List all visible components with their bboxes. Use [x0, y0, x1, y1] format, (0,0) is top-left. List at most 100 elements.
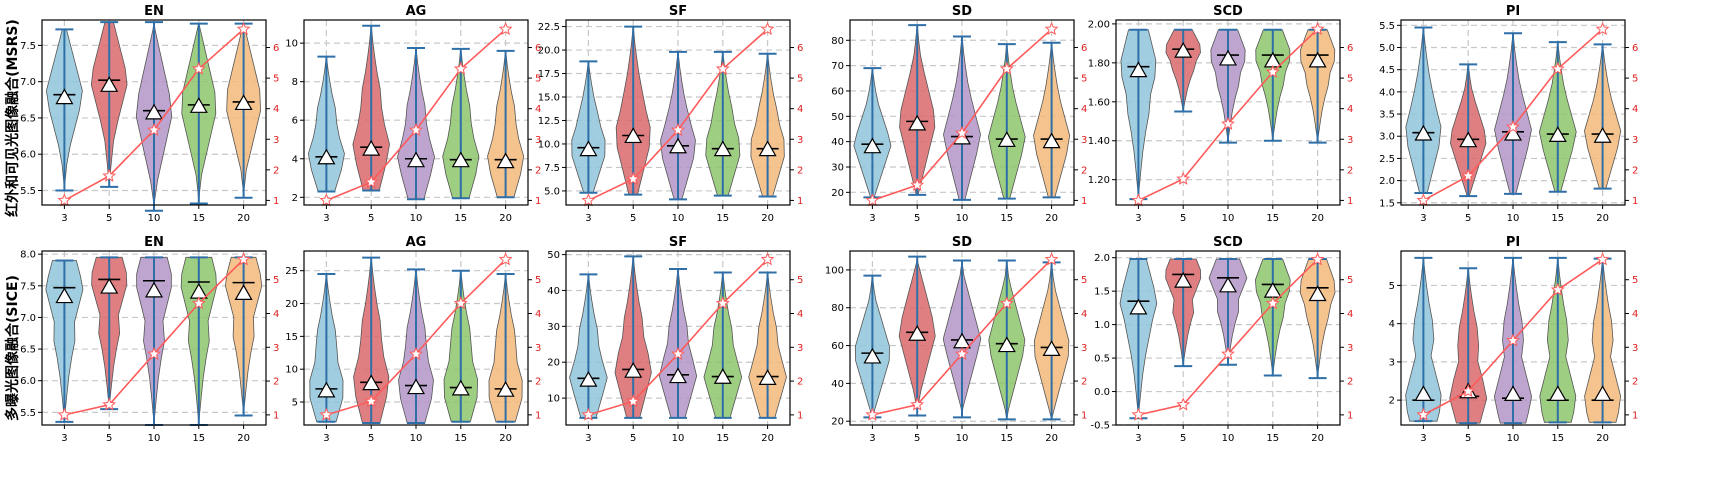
- y2-tick-label: 6: [797, 43, 803, 54]
- trend-star-marker: [671, 346, 685, 360]
- x-tick-label: 20: [1311, 213, 1324, 224]
- trend-star-marker: [409, 122, 423, 136]
- y2-tick-label: 1: [1632, 410, 1638, 421]
- y-tick-label: 1.60: [1088, 97, 1110, 108]
- y-tick-label: 40: [831, 379, 844, 390]
- panel-title: PI: [1506, 4, 1520, 19]
- y-tick-label: 1.20: [1088, 175, 1110, 186]
- trend-star-marker: [1221, 116, 1235, 130]
- trend-star-marker: [1044, 252, 1059, 266]
- y2-tick-label: 4: [535, 309, 541, 320]
- mean-marker: [758, 140, 777, 157]
- mean-marker: [189, 97, 208, 113]
- mean-marker: [1459, 131, 1478, 148]
- x-tick-label: 10: [1222, 213, 1235, 224]
- plot-frame: [1115, 19, 1341, 206]
- trend-star-marker: [453, 296, 468, 310]
- x-tick-label: 3: [1420, 433, 1426, 444]
- y2-tick-label: 1: [273, 410, 279, 421]
- y2-tick-label: 6: [535, 43, 541, 54]
- y2-tick-label: 5: [535, 74, 541, 85]
- trend-star-marker: [910, 397, 925, 411]
- trend-star-marker: [1131, 193, 1146, 207]
- y2-tick-label: 2: [1081, 377, 1087, 388]
- panel-title: AG: [406, 235, 427, 250]
- y-tick-label: 40: [831, 137, 844, 148]
- x-tick-label: 3: [1135, 213, 1141, 224]
- trend-star-marker: [1221, 346, 1235, 360]
- y-tick-label: 30: [547, 322, 560, 333]
- y-tick-label: 3.0: [1379, 132, 1395, 143]
- mean-marker: [1308, 285, 1327, 302]
- y-tick-label: 7.5: [20, 41, 36, 52]
- x-tick-label: 3: [585, 433, 591, 444]
- trend-star-marker: [1310, 21, 1325, 36]
- mean-marker: [668, 137, 688, 154]
- x-tick-label: 5: [1465, 213, 1471, 224]
- y-tick-label: 10.0: [538, 139, 560, 150]
- y2-tick-label: 5: [1081, 275, 1087, 286]
- x-tick-label: 15: [454, 433, 467, 444]
- mean-marker: [234, 94, 253, 111]
- y-tick-label: 3: [1389, 357, 1395, 368]
- y-tick-label: 12.5: [538, 116, 560, 127]
- plot-frame: [1115, 250, 1341, 426]
- x-tick-label: 20: [237, 213, 250, 224]
- trend-star-marker: [498, 252, 513, 266]
- panel-sf-row2: 10 20 30 40 50 3 5 10 15 20 1 2 3 4 5 SF: [547, 235, 803, 444]
- y-tick-label: -0.5: [1090, 421, 1110, 432]
- mean-marker: [55, 287, 74, 304]
- y2-tick-label: 3: [1347, 343, 1353, 354]
- mean-marker: [451, 151, 470, 168]
- x-tick-label: 10: [1507, 433, 1520, 444]
- y-tick-label: 5.5: [20, 408, 36, 419]
- x-tick-label: 15: [1266, 213, 1279, 224]
- y-tick-label: 5.5: [20, 186, 36, 197]
- mean-marker: [1548, 126, 1567, 142]
- y2-tick-label: 6: [1632, 43, 1638, 54]
- x-tick-label: 20: [237, 433, 250, 444]
- y-tick-label: 1.5: [1094, 287, 1110, 298]
- trend-star-marker: [581, 407, 596, 421]
- trend-star-marker: [191, 61, 206, 75]
- mean-marker: [1414, 124, 1433, 141]
- x-tick-label: 20: [1045, 213, 1058, 224]
- trend-star-marker: [102, 397, 117, 411]
- y2-tick-label: 3: [1081, 343, 1087, 354]
- y2-tick-label: 2: [1081, 165, 1087, 176]
- panel-title: EN: [144, 235, 164, 250]
- mean-marker: [863, 137, 882, 154]
- y-tick-label: 2.5: [1379, 154, 1395, 165]
- y2-tick-label: 1: [535, 410, 541, 421]
- panel-sd-row1: 20 30 40 50 60 70 80 3 5 10 15 20 1 2 3 4 5 6 SD: [831, 4, 1087, 224]
- x-tick-label: 5: [1180, 213, 1186, 224]
- row-label-bottom: 多曝光图像融合(SICE): [4, 275, 21, 421]
- y2-tick-label: 5: [1347, 275, 1353, 286]
- trend-star-marker: [236, 21, 251, 36]
- mean-marker: [579, 370, 598, 387]
- x-tick-label: 3: [1420, 213, 1426, 224]
- trend-star-marker: [865, 193, 880, 207]
- y-tick-label: 2: [292, 193, 298, 204]
- y2-tick-label: 4: [273, 104, 279, 115]
- plot-frame: [565, 19, 791, 206]
- y-tick-label: 40: [547, 286, 560, 297]
- y-tick-label: 7.5: [544, 163, 560, 174]
- mean-marker: [624, 127, 643, 144]
- y2-tick-label: 2: [273, 377, 279, 388]
- y2-tick-label: 3: [1632, 343, 1638, 354]
- trend-star-marker: [671, 122, 685, 136]
- x-tick-label: 10: [148, 433, 161, 444]
- y-tick-label: 15.0: [538, 93, 560, 104]
- y2-tick-label: 1: [797, 196, 803, 207]
- y-tick-label: 8: [292, 77, 298, 88]
- trend-star-marker: [955, 346, 969, 360]
- x-tick-label: 15: [192, 213, 205, 224]
- trend-star-marker: [453, 61, 468, 75]
- mean-marker: [1548, 385, 1567, 402]
- x-tick-label: 3: [869, 433, 875, 444]
- mean-marker: [863, 347, 882, 364]
- panel-title: SF: [669, 4, 687, 19]
